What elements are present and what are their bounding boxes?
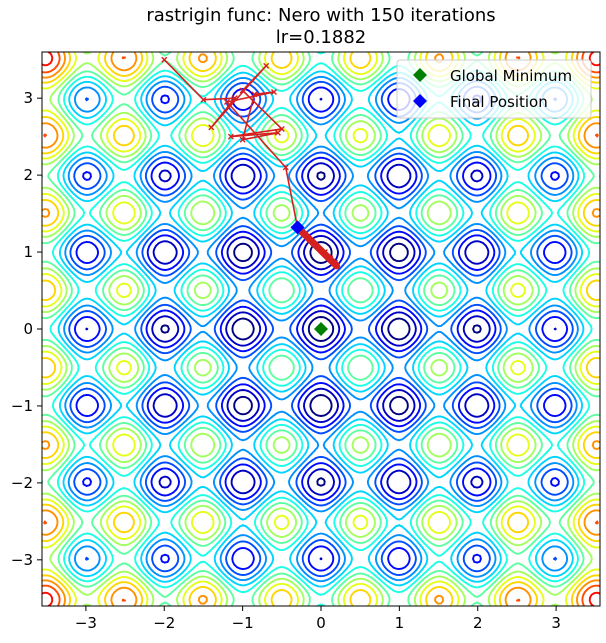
path-point-5: [263, 62, 270, 69]
x-tick-label: 1: [395, 614, 405, 632]
y-tick-label: −2: [11, 474, 33, 492]
path-point-2: [200, 96, 207, 103]
y-tick-label: −1: [11, 397, 33, 415]
legend-box: [396, 59, 592, 119]
chart-title: rastrigin func: Nero with 150 iterations: [146, 5, 495, 26]
path-point-9: [274, 129, 281, 136]
contour-level-10: [42, 52, 600, 606]
x-tick-label: 0: [316, 614, 326, 632]
x-tick-label: −1: [232, 614, 254, 632]
y-tick-label: −3: [11, 551, 33, 569]
legend: Global Minimum Final Position: [396, 59, 592, 119]
x-tick-label: 2: [473, 614, 483, 632]
path-point-11: [251, 91, 258, 98]
final-position-marker: [290, 220, 305, 235]
path-point-6: [239, 87, 246, 94]
markers-layer: [290, 220, 328, 336]
y-tick-label: 3: [23, 89, 33, 107]
contour-level-4: [68, 80, 574, 578]
x-tick-label: 3: [551, 614, 561, 632]
y-tick-label: 0: [23, 320, 33, 338]
y-tick-label: 2: [23, 166, 33, 184]
path-point-14: [282, 164, 289, 171]
path-point-3: [231, 95, 238, 102]
path-point-8: [227, 133, 234, 140]
x-tick-label: −2: [153, 614, 175, 632]
x-axis: −3 −2 −1 0 1 2 3: [75, 606, 561, 632]
y-tick-label: 1: [23, 243, 33, 261]
legend-final-position-label: Final Position: [450, 93, 548, 111]
contour-level-14: [42, 52, 600, 606]
path-point-1: [161, 56, 168, 63]
chart-subtitle: lr=0.1882: [276, 27, 366, 48]
path-convergence-segment: [293, 223, 341, 270]
path-point-4: [208, 124, 215, 131]
path-point-13: [223, 99, 230, 106]
contour-level-2: [85, 97, 557, 561]
path-point-12: [270, 89, 277, 96]
x-tick-label: −3: [75, 614, 97, 632]
path-point-10: [239, 136, 246, 143]
optimizer-path: [161, 56, 341, 270]
contour-level-3: [73, 86, 569, 572]
contour-level-6: [57, 70, 585, 588]
contour-level-12: [42, 52, 600, 606]
legend-global-minimum-label: Global Minimum: [450, 67, 572, 85]
legend-final-position-marker: [413, 94, 427, 108]
y-axis: −3 −2 −1 0 1 2 3: [11, 89, 42, 569]
legend-global-minimum-marker: [413, 68, 427, 82]
global-minimum-marker: [314, 322, 328, 336]
contour-level-1: [160, 171, 482, 487]
contour-level-5: [63, 75, 579, 583]
contour-lines: [42, 52, 600, 606]
